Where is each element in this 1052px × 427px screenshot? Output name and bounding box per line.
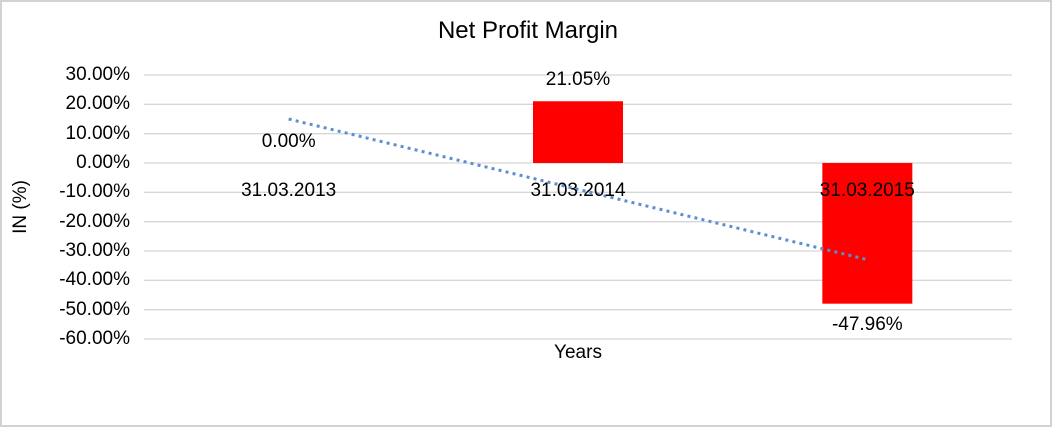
y-tick-label: 30.00% bbox=[65, 64, 130, 85]
y-tick-label: 0.00% bbox=[76, 152, 130, 173]
data-label: 21.05% bbox=[545, 69, 611, 91]
bar-31.03.2014 bbox=[533, 101, 623, 163]
y-tick-label: 10.00% bbox=[65, 122, 130, 144]
data-label: 0.00% bbox=[261, 131, 316, 152]
y-tick-label: -40.00% bbox=[59, 269, 130, 291]
y-tick-label: -50.00% bbox=[59, 298, 130, 320]
data-label: -47.96% bbox=[831, 313, 903, 335]
y-tick-label: -60.00% bbox=[59, 328, 130, 349]
y-tick-label: 20.00% bbox=[65, 93, 130, 115]
y-tick-label: -20.00% bbox=[59, 210, 130, 232]
y-tick-label: -30.00% bbox=[59, 240, 130, 261]
y-axis-title: IN (%) bbox=[10, 180, 31, 234]
category-label: 31.03.2014 bbox=[530, 180, 626, 201]
category-label: 31.03.2015 bbox=[819, 180, 915, 201]
x-axis-title: Years bbox=[554, 342, 602, 363]
y-tick-label: -10.00% bbox=[59, 181, 130, 203]
trendline bbox=[288, 117, 868, 262]
bar-31.03.2015 bbox=[822, 163, 913, 304]
chart-title: Net Profit Margin bbox=[437, 17, 619, 44]
category-label: 31.03.2013 bbox=[241, 180, 337, 201]
